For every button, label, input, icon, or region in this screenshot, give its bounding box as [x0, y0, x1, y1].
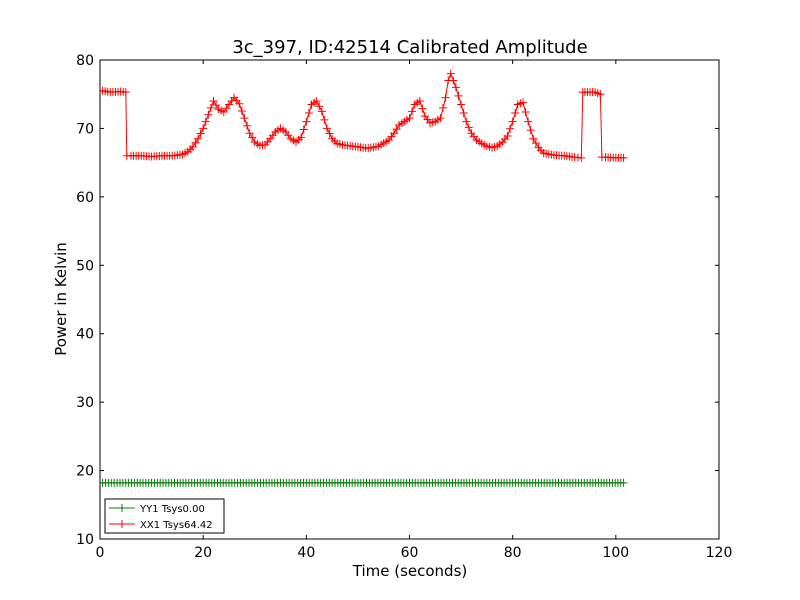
series-2-point-57	[245, 129, 254, 138]
series-2-point-165	[524, 117, 533, 126]
series-2-point-85	[317, 107, 326, 116]
series-2-point-142	[464, 123, 473, 132]
series-2-point-140	[459, 109, 468, 118]
y-tick-label: 50	[76, 258, 94, 274]
series-2-point-36	[191, 138, 200, 147]
series-2-point-38	[196, 129, 205, 138]
series-2-point-42	[206, 103, 215, 112]
series-2-point-58	[248, 133, 257, 142]
legend-box	[104, 498, 225, 534]
x-tick-label: 100	[602, 545, 629, 561]
y-tick-label: 70	[76, 121, 94, 137]
x-tick-label: 60	[401, 545, 419, 561]
legend-label-1: YY1 Tsys0.00	[139, 504, 205, 515]
series-2-point-133	[441, 93, 450, 102]
series-2-point-163	[518, 98, 527, 107]
series-2-point-136	[449, 76, 458, 85]
x-tick-label: 0	[96, 545, 105, 561]
series-2-point-79	[302, 117, 311, 126]
legend-marker-1	[118, 504, 126, 512]
series-2-point-193	[596, 90, 605, 99]
series-2-point-123	[415, 97, 424, 106]
series-2-point-86	[320, 115, 329, 124]
series-2-point-132	[439, 103, 448, 112]
series-2-point-202	[619, 153, 628, 162]
series-2-point-139	[457, 100, 466, 109]
series-2-point-137	[451, 83, 460, 92]
x-tick-label: 20	[194, 545, 212, 561]
series-2-point-88	[325, 129, 334, 138]
series-2-point-39	[199, 124, 208, 133]
series-2-point-113	[390, 129, 399, 138]
series-2-point-164	[521, 108, 530, 117]
series-2-point-44	[212, 101, 221, 110]
series-2-point-185	[577, 153, 586, 162]
series-2-point-114	[392, 125, 401, 134]
series-2-point-43	[209, 97, 218, 106]
series-2-point-124	[418, 104, 427, 113]
series-2-point-160	[511, 109, 520, 118]
y-tick-label: 40	[76, 327, 94, 343]
legend-label-2: XX1 Tsys64.42	[140, 520, 213, 531]
series-2-point-35	[188, 142, 197, 151]
series-2-point-157	[503, 131, 512, 140]
series-2-point-53	[235, 99, 244, 108]
series-2-point-87	[322, 124, 331, 133]
series-1-point-182	[619, 478, 628, 487]
x-tick-label: 80	[504, 545, 522, 561]
chart-title: 3c_397, ID:42514 Calibrated Amplitude	[232, 37, 587, 58]
y-tick-label: 60	[76, 190, 94, 206]
x-tick-label: 120	[706, 545, 733, 561]
series-2-point-120	[408, 107, 417, 116]
series-2-point-9	[121, 88, 130, 97]
series-2-point-56	[243, 121, 252, 130]
series-2-point-135	[446, 69, 455, 78]
y-tick-label: 30	[76, 395, 94, 411]
series-2-point-167	[529, 134, 538, 143]
series-2-point-168	[531, 139, 540, 148]
series-2-point-83	[312, 97, 321, 106]
y-tick-label: 10	[76, 532, 94, 548]
series-2-point-138	[454, 91, 463, 100]
series-2-point-55	[240, 114, 249, 123]
series-2-point-119	[405, 114, 414, 123]
series-2-point-37	[194, 134, 203, 143]
series-2-point-41	[204, 110, 213, 119]
legend-marker-2	[118, 520, 126, 528]
series-2-point-84	[315, 102, 324, 111]
series-2-point-158	[506, 124, 515, 133]
y-tick-label: 20	[76, 464, 94, 480]
y-axis-label: Power in Kelvin	[52, 242, 70, 356]
x-axis-label: Time (seconds)	[352, 562, 468, 580]
series-2-point-131	[436, 114, 445, 123]
series-2-point-166	[526, 126, 535, 135]
y-tick-label: 80	[76, 53, 94, 69]
series-2-point-40	[201, 117, 210, 126]
x-tick-label: 40	[297, 545, 315, 561]
series-2-point-77	[297, 133, 306, 142]
series-2-point-159	[508, 117, 517, 126]
series-2-point-141	[462, 117, 471, 126]
series-2-point-78	[299, 125, 308, 134]
series-2-point-80	[304, 109, 313, 118]
series-2-point-54	[237, 106, 246, 115]
